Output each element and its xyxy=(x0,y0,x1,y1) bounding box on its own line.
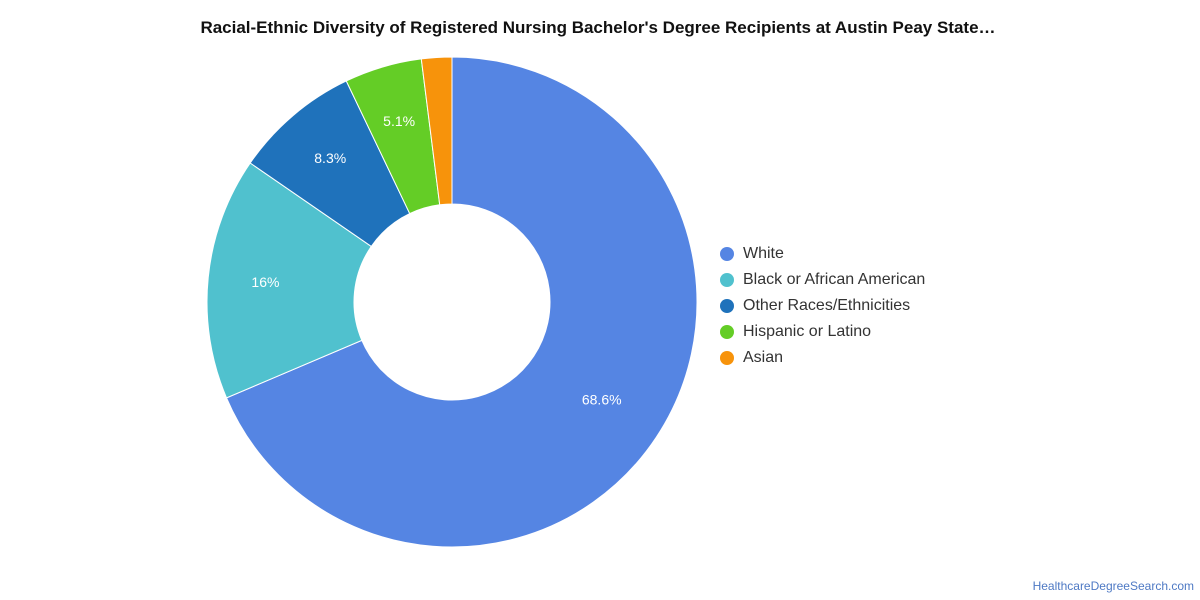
legend-label: Asian xyxy=(743,349,784,366)
slice-black-or-african-american[interactable] xyxy=(206,162,372,399)
data-label-hispanic-or-latino: 5.1% xyxy=(383,113,415,129)
legend-item-asian[interactable]: Asian xyxy=(720,345,925,371)
legend-swatch-icon xyxy=(720,351,734,365)
labels-group: 68.6% 16% 8.3% 5.1% xyxy=(251,113,621,408)
slice-white[interactable] xyxy=(225,56,698,548)
data-label-white: 68.6% xyxy=(582,392,622,408)
legend-swatch-icon xyxy=(720,325,734,339)
legend-swatch-icon xyxy=(720,247,734,261)
legend-item-hispanic-or-latino[interactable]: Hispanic or Latino xyxy=(720,319,925,345)
legend-label: White xyxy=(743,245,784,262)
legend-item-other-races-ethnicities[interactable]: Other Races/Ethnicities xyxy=(720,293,925,319)
slice-asian[interactable] xyxy=(420,56,453,206)
data-label-black-or-african-american: 16% xyxy=(251,274,279,290)
legend-label: Hispanic or Latino xyxy=(743,323,872,340)
legend-swatch-icon xyxy=(720,299,734,313)
chart-legend: White Black or African American Other Race… xyxy=(720,241,925,371)
slices-group xyxy=(206,56,698,548)
data-label-other-races-ethnicities: 8.3% xyxy=(314,150,346,166)
source-link[interactable]: HealthcareDegreeSearch.com xyxy=(1032,579,1194,593)
legend-label: Other Races/Ethnicities xyxy=(743,297,911,314)
legend-swatch-icon xyxy=(720,273,734,287)
legend-label: Black or African American xyxy=(743,271,926,288)
chart-title: Racial-Ethnic Diversity of Registered Nu… xyxy=(200,18,996,37)
legend-item-white[interactable]: White xyxy=(720,241,925,267)
legend-item-black-or-african-american[interactable]: Black or African American xyxy=(720,267,925,293)
